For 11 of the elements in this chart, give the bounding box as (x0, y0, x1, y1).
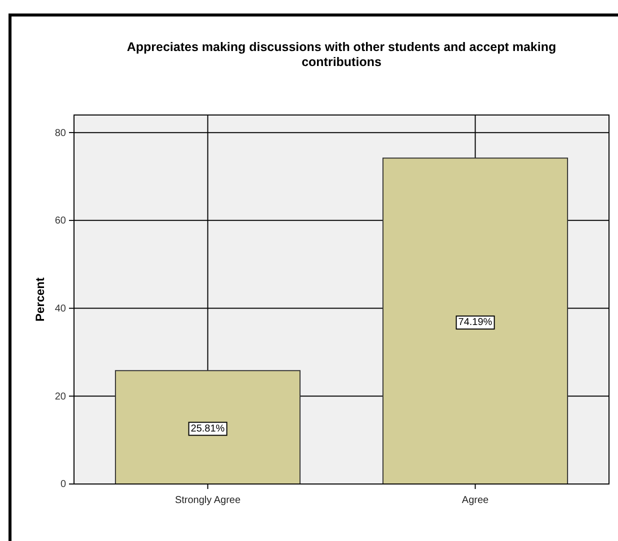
data-label: 25.81% (190, 423, 225, 434)
data-label: 74.19% (458, 317, 492, 328)
chart-title: Appreciates making discussions with other students and accept making contributions (126, 40, 556, 69)
y-tick-label: 0 (60, 479, 66, 490)
x-tick-label: Agree (462, 495, 490, 506)
y-tick-label: 20 (54, 391, 66, 402)
y-tick-label: 40 (54, 303, 66, 314)
y-axis-title: Percent (33, 277, 47, 322)
x-tick-label: Strongly Agree (174, 495, 241, 506)
y-tick-label: 80 (54, 128, 66, 139)
y-tick-label: 60 (54, 216, 66, 227)
